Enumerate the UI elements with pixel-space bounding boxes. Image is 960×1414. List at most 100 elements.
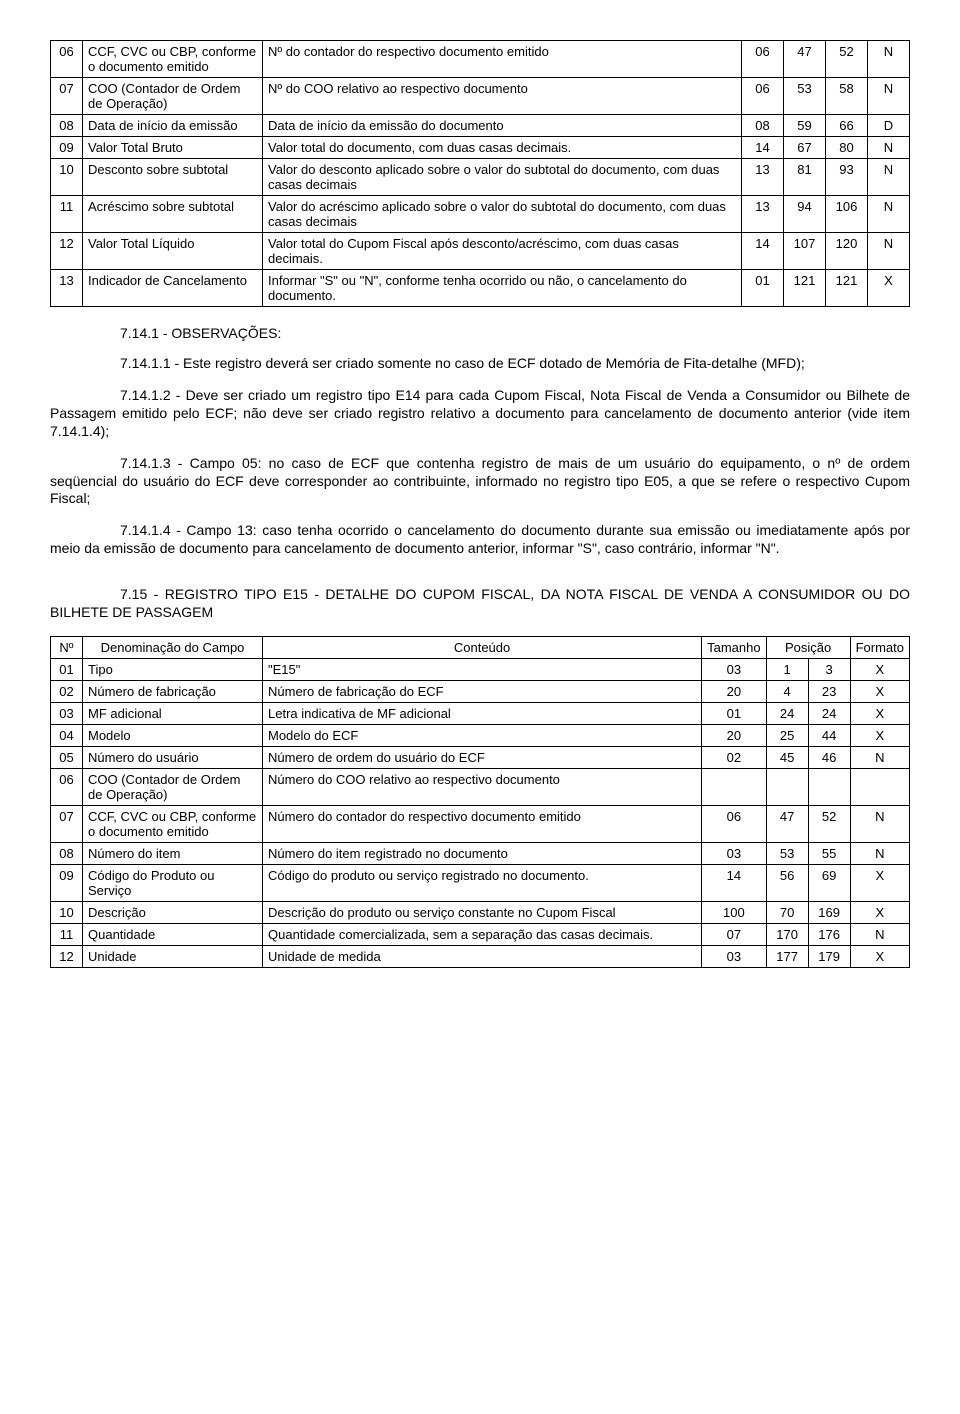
table-row: 09Valor Total BrutoValor total do docume… bbox=[51, 137, 910, 159]
table-e14-continuation: 06CCF, CVC ou CBP, conforme o documento … bbox=[50, 40, 910, 307]
cell-format: N bbox=[868, 233, 910, 270]
cell-content: Nº do contador do respectivo documento e… bbox=[263, 41, 742, 78]
observations-heading: 7.14.1 - OBSERVAÇÕES: bbox=[120, 325, 910, 341]
cell-num: 07 bbox=[51, 805, 83, 842]
cell-content: Valor total do documento, com duas casas… bbox=[263, 137, 742, 159]
table-e15: Nº Denominação do Campo Conteúdo Tamanho… bbox=[50, 636, 910, 968]
cell-pos-start: 45 bbox=[766, 746, 808, 768]
cell-content: Quantidade comercializada, sem a separaç… bbox=[263, 923, 702, 945]
cell-pos-start: 47 bbox=[766, 805, 808, 842]
col-tamanho: Tamanho bbox=[702, 636, 766, 658]
table-row: 05Número do usuárioNúmero de ordem do us… bbox=[51, 746, 910, 768]
table-row: 09Código do Produto ou ServiçoCódigo do … bbox=[51, 864, 910, 901]
cell-tam: 100 bbox=[702, 901, 766, 923]
cell-pos-start bbox=[766, 768, 808, 805]
cell-pos-end: 169 bbox=[808, 901, 850, 923]
cell-tam bbox=[702, 768, 766, 805]
cell-name: COO (Contador de Ordem de Operação) bbox=[83, 768, 263, 805]
table-row: 11Acréscimo sobre subtotalValor do acrés… bbox=[51, 196, 910, 233]
obs-7-14-1-3: 7.14.1.3 - Campo 05: no caso de ECF que … bbox=[50, 455, 910, 509]
table-row: 01Tipo"E15"0313X bbox=[51, 658, 910, 680]
cell-name: CCF, CVC ou CBP, conforme o documento em… bbox=[83, 805, 263, 842]
cell-tam: 13 bbox=[742, 159, 784, 196]
section-7-15-heading: 7.15 - REGISTRO TIPO E15 - DETALHE DO CU… bbox=[50, 586, 910, 622]
table-row: 08 Data de início da emissãoData de iníci… bbox=[51, 115, 910, 137]
obs-7-14-1-2: 7.14.1.2 - Deve ser criado um registro t… bbox=[50, 387, 910, 441]
table-row: 06COO (Contador de Ordem de Operação)Núm… bbox=[51, 768, 910, 805]
cell-pos-start: 70 bbox=[766, 901, 808, 923]
cell-content: Modelo do ECF bbox=[263, 724, 702, 746]
col-posicao: Posição bbox=[766, 636, 850, 658]
cell-pos-end: 46 bbox=[808, 746, 850, 768]
cell-name: Número do usuário bbox=[83, 746, 263, 768]
cell-format: X bbox=[868, 270, 910, 307]
cell-tam: 01 bbox=[742, 270, 784, 307]
cell-name: Número de fabricação bbox=[83, 680, 263, 702]
cell-tam: 03 bbox=[702, 945, 766, 967]
table-row: 11QuantidadeQuantidade comercializada, s… bbox=[51, 923, 910, 945]
cell-name: Valor Total Bruto bbox=[83, 137, 263, 159]
cell-pos-end: 176 bbox=[808, 923, 850, 945]
cell-tam: 08 bbox=[742, 115, 784, 137]
cell-name: Unidade bbox=[83, 945, 263, 967]
cell-tam: 03 bbox=[702, 658, 766, 680]
cell-pos-start: 25 bbox=[766, 724, 808, 746]
cell-content: Informar "S" ou "N", conforme tenha ocor… bbox=[263, 270, 742, 307]
cell-pos-start: 4 bbox=[766, 680, 808, 702]
cell-format: N bbox=[868, 159, 910, 196]
cell-tam: 06 bbox=[742, 41, 784, 78]
cell-tam: 13 bbox=[742, 196, 784, 233]
col-denom: Denominação do Campo bbox=[83, 636, 263, 658]
cell-format: X bbox=[850, 864, 909, 901]
cell-pos-end: 52 bbox=[826, 41, 868, 78]
cell-name: Desconto sobre subtotal bbox=[83, 159, 263, 196]
cell-pos-end: 69 bbox=[808, 864, 850, 901]
cell-pos-end: 24 bbox=[808, 702, 850, 724]
cell-num: 08 bbox=[51, 842, 83, 864]
cell-pos-start: 53 bbox=[766, 842, 808, 864]
cell-tam: 06 bbox=[702, 805, 766, 842]
cell-name: MF adicional bbox=[83, 702, 263, 724]
cell-name: Indicador de Cancelamento bbox=[83, 270, 263, 307]
cell-format: X bbox=[850, 702, 909, 724]
cell-tam: 06 bbox=[742, 78, 784, 115]
cell-pos-start: 107 bbox=[784, 233, 826, 270]
cell-pos-start: 170 bbox=[766, 923, 808, 945]
cell-format bbox=[850, 768, 909, 805]
cell-format: X bbox=[850, 724, 909, 746]
cell-pos-start: 56 bbox=[766, 864, 808, 901]
col-num: Nº bbox=[51, 636, 83, 658]
table-row: 10Desconto sobre subtotalValor do descon… bbox=[51, 159, 910, 196]
cell-format: X bbox=[850, 680, 909, 702]
cell-pos-end: 52 bbox=[808, 805, 850, 842]
table-row: 13Indicador de CancelamentoInformar "S" … bbox=[51, 270, 910, 307]
cell-name: Acréscimo sobre subtotal bbox=[83, 196, 263, 233]
cell-pos-start: 1 bbox=[766, 658, 808, 680]
cell-pos-end: 80 bbox=[826, 137, 868, 159]
cell-format: X bbox=[850, 901, 909, 923]
cell-num: 09 bbox=[51, 864, 83, 901]
cell-pos-end: 120 bbox=[826, 233, 868, 270]
cell-format: N bbox=[868, 137, 910, 159]
cell-pos-end: 44 bbox=[808, 724, 850, 746]
cell-num: 05 bbox=[51, 746, 83, 768]
cell-format: N bbox=[850, 923, 909, 945]
cell-pos-end: 179 bbox=[808, 945, 850, 967]
obs-7-14-1-4: 7.14.1.4 - Campo 13: caso tenha ocorrido… bbox=[50, 522, 910, 558]
cell-tam: 07 bbox=[702, 923, 766, 945]
cell-name: Número do item bbox=[83, 842, 263, 864]
cell-pos-end bbox=[808, 768, 850, 805]
cell-content: Letra indicativa de MF adicional bbox=[263, 702, 702, 724]
cell-content: Número do item registrado no documento bbox=[263, 842, 702, 864]
cell-num: 07 bbox=[51, 78, 83, 115]
table-row: 04ModeloModelo do ECF202544X bbox=[51, 724, 910, 746]
cell-tam: 14 bbox=[742, 137, 784, 159]
cell-content: Data de início da emissão do documento bbox=[263, 115, 742, 137]
cell-pos-end: 23 bbox=[808, 680, 850, 702]
table-row: 07CCF, CVC ou CBP, conforme o documento … bbox=[51, 805, 910, 842]
cell-name: Data de início da emissão bbox=[83, 115, 263, 137]
cell-tam: 02 bbox=[702, 746, 766, 768]
cell-content: Código do produto ou serviço registrado … bbox=[263, 864, 702, 901]
cell-pos-start: 81 bbox=[784, 159, 826, 196]
cell-num: 11 bbox=[51, 196, 83, 233]
